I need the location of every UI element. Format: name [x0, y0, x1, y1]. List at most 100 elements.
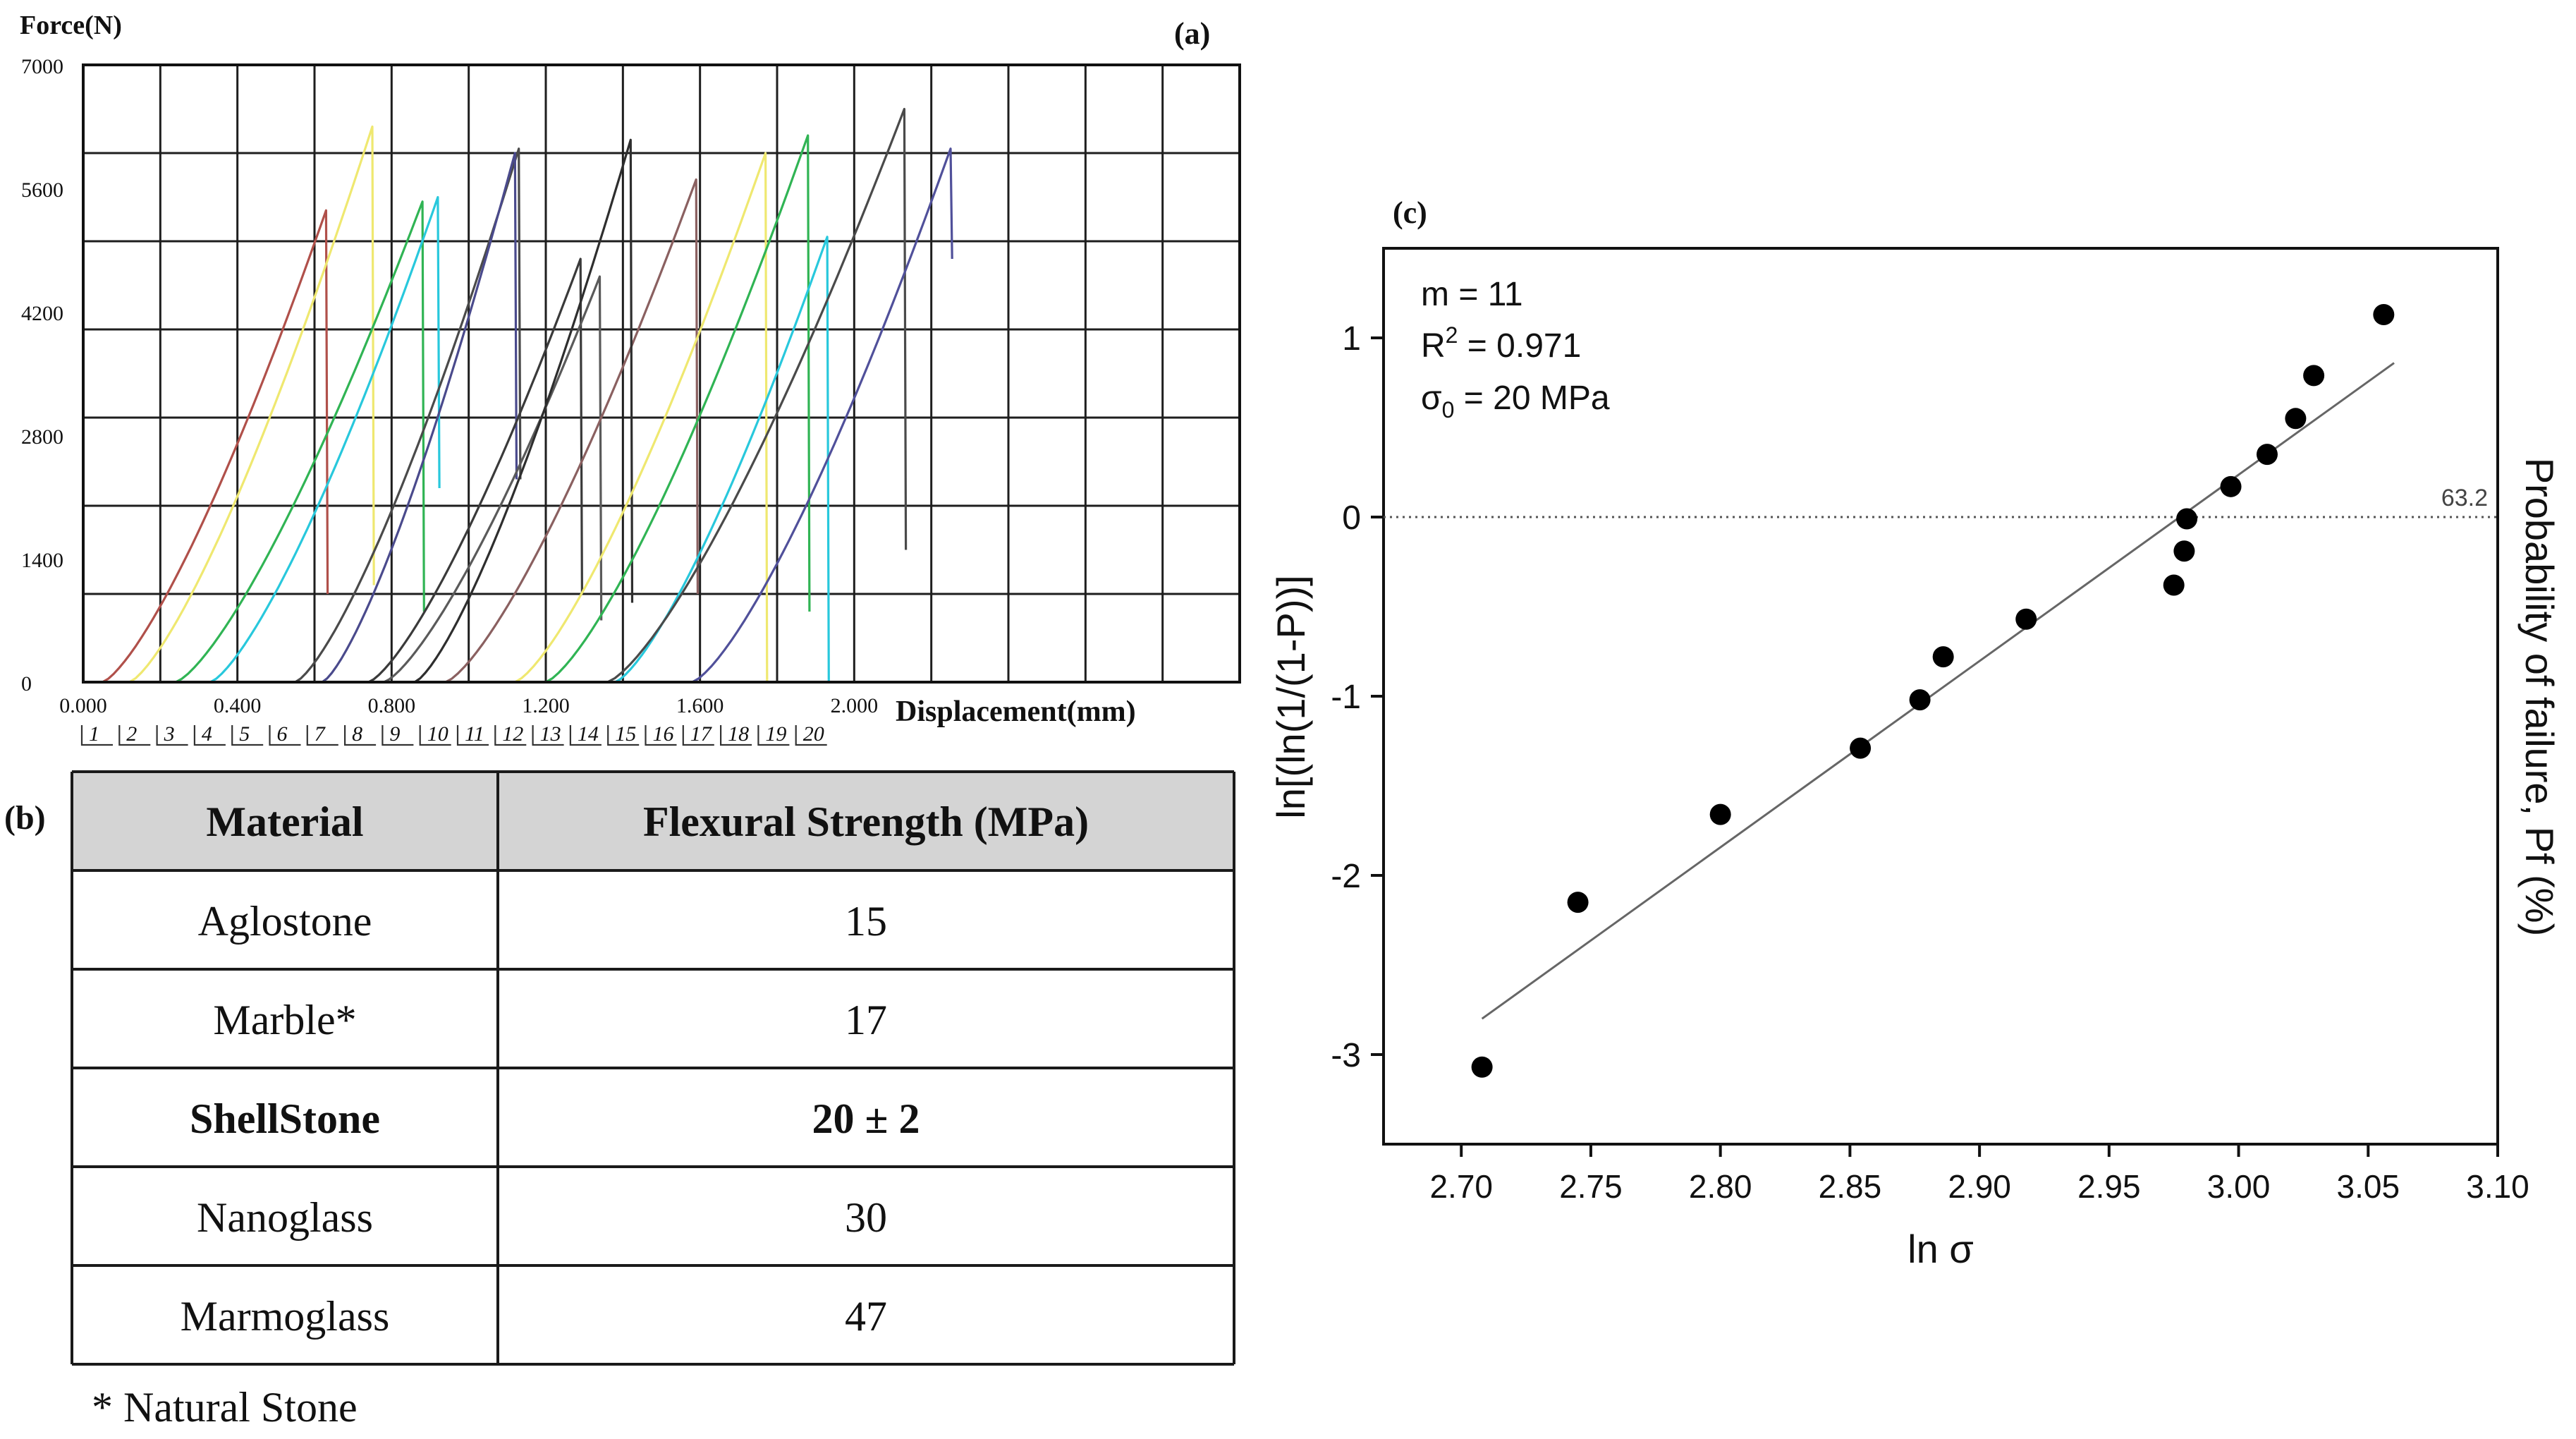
curve-7 [367, 257, 583, 684]
data-point [2373, 303, 2395, 325]
curve-6 [321, 152, 518, 684]
legend-bracket [381, 725, 414, 746]
curve-8 [383, 275, 603, 684]
data-point [2303, 365, 2325, 387]
header-flexural-strength: Flexural Strength (MPa) [643, 799, 1089, 845]
x-tick-label: 2.85 [1819, 1168, 1882, 1205]
cell-strength: 15 [845, 898, 887, 945]
y-tick-label: 0 [1342, 499, 1361, 537]
sigma-symbol: σ [1421, 380, 1442, 417]
legend-bracket [344, 725, 377, 746]
x-tick-label: 0.800 [368, 694, 416, 717]
legend-bracket [720, 725, 752, 746]
legend-index-label: 8 [352, 722, 362, 746]
panel-a-curve-index-legend: 1 2 3 4 5 6 7 8 9 10 11 12 13 14 15 16 17 18 19 20 [80, 722, 827, 746]
y-tick-label: -2 [1331, 858, 1361, 895]
table-footnote: * Natural Stone [92, 1384, 358, 1431]
curve-4 [209, 195, 441, 684]
cell-material: Marble* [213, 997, 356, 1043]
panel-c-label: (c) [1393, 195, 1427, 230]
legend-index-label: 6 [277, 722, 288, 746]
reference-line-63-2: 63.2 [1384, 485, 2498, 518]
curve-9 [445, 178, 699, 684]
y-tick-label: 1400 [21, 549, 63, 572]
data-point [2285, 408, 2307, 430]
x-tick-label: 2.000 [831, 694, 879, 717]
legend-bracket [231, 725, 264, 746]
data-point [1471, 1056, 1493, 1078]
curve-3 [175, 200, 425, 684]
panel-a-force-displacement-chart: Force(N) (a) 0 1400 2800 4200 5600 7000 0.000… [20, 11, 1241, 746]
legend-bracket [532, 725, 564, 746]
x-tick-label: 3.10 [2466, 1168, 2529, 1205]
cell-material: Marmoglass [181, 1293, 390, 1340]
data-point [1909, 689, 1931, 711]
panel-b-label: (b) [4, 799, 46, 837]
y-tick-label: 1 [1342, 320, 1361, 358]
legend-index-label: 1 [89, 722, 99, 746]
legend-index-label: 20 [803, 722, 824, 746]
data-point [2015, 608, 2037, 630]
x-tick-label: 2.70 [1429, 1168, 1493, 1205]
panel-c-xlabel: ln σ [1907, 1227, 1974, 1271]
y-tick-label: 5600 [21, 178, 63, 202]
panel-a-y-tick-labels: 0 1400 2800 4200 5600 7000 [21, 55, 63, 696]
table-row: Nanoglass 30 [197, 1194, 887, 1241]
x-tick-label: 0.000 [59, 694, 107, 717]
cell-material: Aglostone [198, 898, 372, 945]
table-header-row: Material Flexural Strength (MPa) [206, 799, 1089, 845]
x-tick-label: 2.95 [2077, 1168, 2141, 1205]
cell-material: Nanoglass [197, 1194, 373, 1241]
r2-value: = 0.971 [1458, 327, 1581, 365]
legend-index-label: 5 [239, 722, 250, 746]
panel-c-y-ticks: 1 0 -1 -2 -3 [1331, 320, 1384, 1074]
curve-1 [102, 209, 329, 684]
legend-bracket [456, 725, 489, 746]
legend-bracket [118, 725, 151, 746]
curve-14 [606, 107, 908, 684]
legend-bracket [193, 725, 226, 746]
panel-a-plot-frame [82, 63, 1241, 684]
legend-index-label: 14 [578, 722, 599, 746]
table-row: ShellStone 20 ± 2 [190, 1095, 920, 1142]
panel-a-curves [102, 107, 953, 684]
panel-a-x-tick-labels: 0.000 0.400 0.800 1.200 1.600 2.000 [59, 694, 878, 717]
x-tick-label: 2.80 [1689, 1168, 1752, 1205]
legend-bracket [494, 725, 527, 746]
legend-index-label: 4 [202, 722, 212, 746]
y-tick-label: 2800 [21, 425, 63, 449]
curve-13 [614, 236, 830, 684]
data-point [2220, 475, 2242, 497]
legend-bracket [795, 725, 827, 746]
weibull-modulus-annotation: m = 11 [1421, 276, 1523, 313]
legend-index-label: 13 [540, 722, 561, 746]
legend-bracket [607, 725, 640, 746]
y-tick-label: 7000 [21, 55, 63, 78]
legend-bracket [306, 725, 338, 746]
x-tick-label: 1.600 [676, 694, 724, 717]
panel-c-weibull-plot: (c) 63.2 10-1-2-3 2.70 2.75 2.80 2.85 2.90 2.… [1269, 195, 2562, 1271]
data-point [1709, 803, 1731, 825]
header-material: Material [206, 799, 363, 845]
legend-bracket [569, 725, 602, 746]
y-tick-label: -1 [1331, 679, 1361, 716]
curve-2 [128, 125, 375, 684]
data-point [1567, 892, 1589, 913]
table-row: Marble* 17 [213, 997, 887, 1043]
r2-r: R [1421, 327, 1446, 365]
panel-c-ylabel-right: Probability of failure, Pf (%) [2517, 458, 2562, 936]
legend-index-label: 10 [427, 722, 448, 746]
x-tick-label: 3.05 [2337, 1168, 2400, 1205]
data-point [2173, 540, 2195, 562]
table-row: Marmoglass 47 [181, 1293, 887, 1340]
legend-bracket [269, 725, 301, 746]
legend-index-label: 9 [389, 722, 400, 746]
fit-line [1481, 362, 2395, 1020]
x-tick-label: 2.90 [1948, 1168, 2011, 1205]
panel-b-flexural-strength-table: (b) Material Flexural Strength (MPa) Agl… [4, 770, 1235, 1431]
curve-11 [514, 152, 769, 684]
legend-bracket [156, 725, 188, 746]
data-point [1850, 737, 1872, 759]
cell-material: ShellStone [190, 1095, 380, 1142]
x-tick-label: 3.00 [2207, 1168, 2271, 1205]
